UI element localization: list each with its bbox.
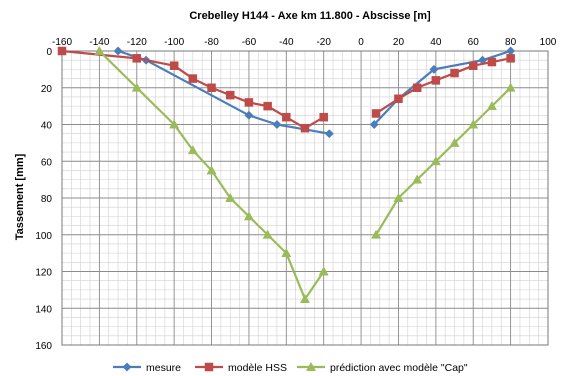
data-point xyxy=(244,110,254,120)
data-point xyxy=(207,83,216,92)
y-tick-label: 160 xyxy=(35,341,52,352)
y-tick-label: 0 xyxy=(46,47,52,58)
series-2 xyxy=(94,45,516,303)
series-1 xyxy=(57,46,515,133)
x-tick-labels: -160 -140 -120 -100 -80 -60 -40 -20 0 20 40 60 80 100 xyxy=(52,37,557,48)
y-tick-label: 60 xyxy=(41,157,53,168)
data-point xyxy=(94,45,105,55)
data-point xyxy=(505,82,516,92)
legend-label: mesure xyxy=(146,362,181,374)
data-point xyxy=(369,119,379,130)
y-axis-label: Tassement [mm] xyxy=(14,153,26,240)
data-point xyxy=(243,211,254,221)
data-point xyxy=(57,46,67,56)
legend-marker xyxy=(122,362,132,372)
y-tick-label: 140 xyxy=(35,304,52,315)
data-point xyxy=(299,293,311,303)
data-point xyxy=(281,248,292,258)
x-tick-label: -100 xyxy=(164,37,184,48)
legend-marker xyxy=(305,361,317,371)
data-point xyxy=(300,123,310,133)
legend-label: prédiction avec modèle "Cap" xyxy=(330,362,468,374)
data-point xyxy=(394,94,403,104)
legend-marker xyxy=(204,362,214,372)
x-tick-label: 80 xyxy=(505,37,517,48)
data-point xyxy=(206,165,217,175)
data-point xyxy=(272,119,282,130)
plot-border xyxy=(61,50,549,346)
data-point xyxy=(371,109,381,118)
chart-title: Crebelley H144 - Axe km 11.800 - Absciss… xyxy=(189,10,431,22)
x-tick-label: -120 xyxy=(127,37,147,48)
data-point xyxy=(169,61,179,70)
y-tick-label: 40 xyxy=(41,121,53,132)
y-tick-labels: 0 20 40 60 80 100 120 140 160 xyxy=(35,47,52,352)
x-tick-label: 40 xyxy=(430,37,442,48)
legend-label: modèle HSS xyxy=(228,362,287,374)
x-tick-label: -140 xyxy=(89,37,109,48)
data-point xyxy=(393,192,404,202)
x-tick-label: 60 xyxy=(468,37,480,48)
data-point xyxy=(318,266,329,276)
data-point xyxy=(486,101,497,111)
data-point xyxy=(324,129,334,139)
data-point xyxy=(412,174,423,184)
series-layer xyxy=(57,45,516,303)
data-point xyxy=(262,229,273,239)
data-point xyxy=(225,90,235,100)
data-point xyxy=(263,101,272,111)
y-tick-label: 100 xyxy=(35,231,52,242)
data-point xyxy=(430,156,441,166)
y-tick-label: 20 xyxy=(41,84,53,95)
data-point xyxy=(244,98,254,107)
data-point xyxy=(371,229,382,239)
x-tick-label: -20 xyxy=(316,37,331,48)
data-point xyxy=(449,137,460,147)
data-point xyxy=(506,46,516,56)
data-point xyxy=(468,61,478,70)
grid xyxy=(61,50,549,346)
data-point xyxy=(113,46,123,56)
x-tick-label: 20 xyxy=(393,37,405,48)
data-point xyxy=(132,54,142,63)
x-tick-label: -80 xyxy=(204,37,219,48)
data-point xyxy=(429,64,439,74)
x-tick-label: -40 xyxy=(279,37,294,48)
data-point xyxy=(506,54,515,63)
x-tick-label: -160 xyxy=(52,37,72,48)
y-tick-label: 80 xyxy=(41,194,53,205)
data-point xyxy=(412,83,422,92)
data-point xyxy=(431,76,441,85)
data-point xyxy=(188,74,198,83)
data-point xyxy=(169,119,180,129)
data-point xyxy=(319,112,328,122)
data-point xyxy=(225,192,236,202)
data-point xyxy=(487,57,497,67)
x-tick-label: 0 xyxy=(358,37,364,48)
data-point xyxy=(468,119,479,129)
legend: mesure modèle HSS prédiction avec modèle "… xyxy=(113,361,468,374)
data-point xyxy=(131,82,142,92)
data-point xyxy=(450,68,459,78)
data-point xyxy=(282,112,291,122)
data-point xyxy=(187,145,198,155)
x-tick-label: -60 xyxy=(242,37,257,48)
x-tick-label: 100 xyxy=(540,37,557,48)
y-tick-label: 120 xyxy=(35,268,52,279)
